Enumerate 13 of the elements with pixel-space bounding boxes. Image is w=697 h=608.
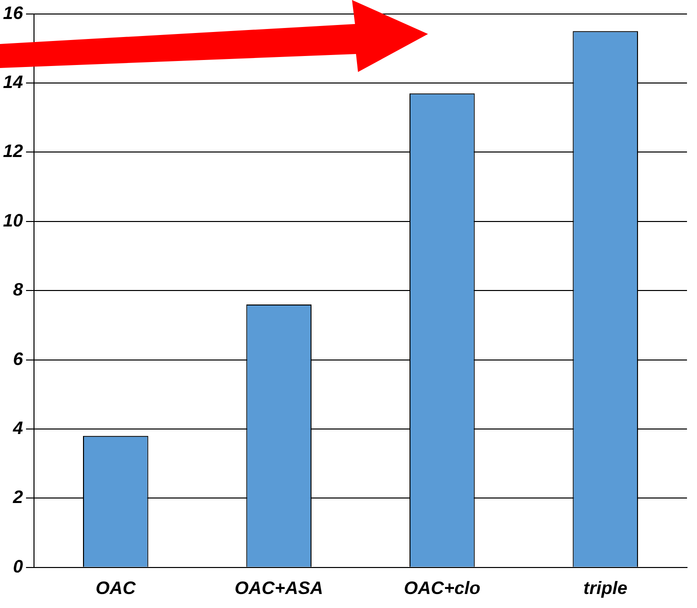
x-tick-label: OAC+ASA <box>234 578 324 598</box>
y-tick-label: 12 <box>2 141 24 162</box>
y-tick-label: 8 <box>13 280 24 300</box>
x-tick-label: OAC <box>96 578 137 598</box>
y-tick-label: 16 <box>2 2 24 23</box>
y-tick-label: 6 <box>13 348 24 369</box>
y-tick-label: 2 <box>12 487 24 508</box>
y-tick-label: 4 <box>12 418 24 438</box>
y-tick-label: 0 <box>13 556 24 576</box>
y-tick-label: 10 <box>2 210 24 230</box>
x-tick-label: OAC+clo <box>404 578 480 598</box>
x-tick-label: triple <box>583 578 628 598</box>
y-tick-label: 14 <box>2 72 24 92</box>
